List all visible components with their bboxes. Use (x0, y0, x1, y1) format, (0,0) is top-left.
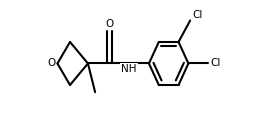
Text: O: O (47, 59, 55, 68)
Text: O: O (105, 19, 114, 29)
Text: NH: NH (122, 64, 137, 74)
Text: Cl: Cl (210, 59, 220, 68)
Text: Cl: Cl (192, 10, 202, 20)
